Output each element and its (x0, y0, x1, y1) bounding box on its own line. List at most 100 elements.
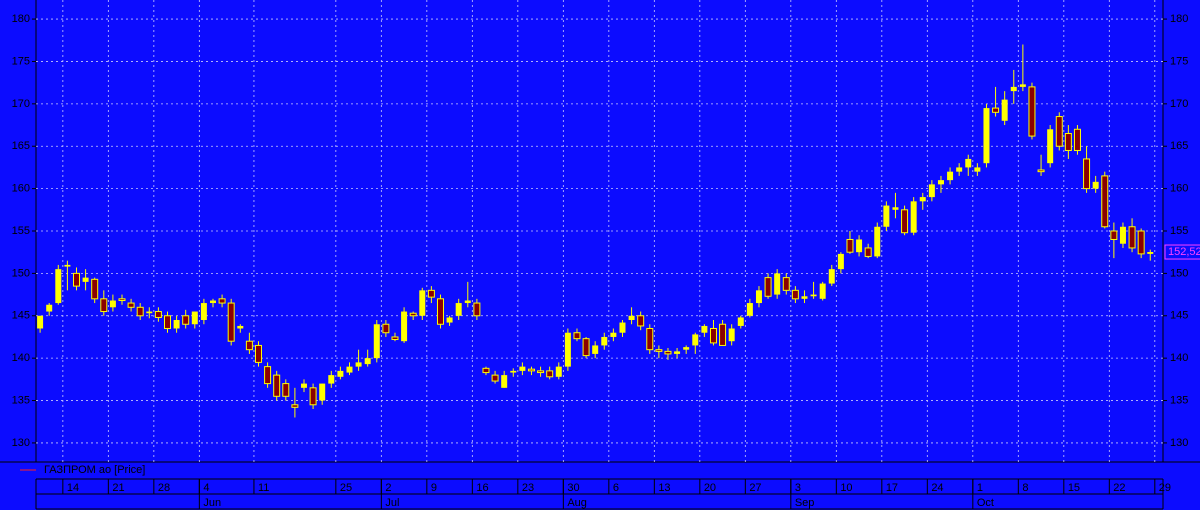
candle-body (300, 383, 307, 388)
y-tick-label: 165 (1170, 140, 1188, 152)
candle-body (1037, 169, 1045, 173)
candle-body (846, 238, 854, 253)
candle-body (527, 368, 535, 372)
candle-body (328, 375, 335, 384)
candle-body (655, 349, 663, 352)
candle-body (209, 300, 216, 304)
x-tick-label: 11 (258, 482, 269, 494)
x-tick-label: 8 (1022, 482, 1028, 494)
x-tick-label: 23 (522, 482, 534, 494)
candle-body (628, 315, 635, 321)
candle-body (1083, 158, 1091, 190)
candle-body (646, 327, 654, 351)
candle-body (1055, 116, 1063, 147)
candle-body (364, 358, 371, 365)
candle-body (346, 366, 353, 373)
candle-body (436, 298, 444, 325)
x-tick-label: 28 (158, 482, 170, 494)
x-tick-label: 24 (931, 482, 943, 494)
candle-body (491, 374, 499, 382)
candle-body (892, 207, 899, 210)
y-tick-label: 170 (1170, 98, 1188, 110)
candle-body (983, 108, 990, 164)
candle-body (409, 312, 417, 317)
x-tick-label: 17 (886, 482, 898, 494)
x-tick-label: 30 (567, 482, 579, 494)
y-tick-label: 135 (1170, 394, 1188, 406)
candle-body (1073, 128, 1081, 151)
candle-body (537, 370, 545, 374)
candle-body (619, 322, 626, 333)
candle-body (519, 366, 526, 371)
x-tick-label: 27 (749, 482, 761, 494)
x-tick-label: 16 (476, 482, 488, 494)
candle-body (664, 350, 672, 355)
candle-body (856, 239, 863, 253)
candle-body (992, 107, 1000, 113)
candle-body (1001, 99, 1008, 121)
candle-body (464, 300, 471, 304)
candle-body (692, 334, 699, 346)
x-tick-label: 10 (840, 482, 852, 494)
candle-body (127, 302, 135, 308)
candle-body (91, 278, 99, 300)
candle-body (237, 325, 244, 329)
candle-body (782, 277, 790, 291)
candle-body (746, 303, 753, 316)
x-tick-label: 1 (977, 482, 983, 494)
candle-body (592, 345, 599, 354)
candle-body (1128, 226, 1136, 249)
candle-body (1119, 226, 1126, 244)
candle-body (974, 167, 981, 172)
candle-body (355, 362, 362, 367)
candle-body (182, 315, 190, 325)
y-tick-label: 170 (12, 98, 30, 110)
candle-body (883, 205, 890, 227)
x-tick-label: 21 (112, 482, 124, 494)
month-label: Sep (795, 497, 815, 509)
candle-body (1147, 252, 1154, 254)
candle-body (683, 347, 690, 350)
x-tick-label: 3 (795, 482, 801, 494)
y-tick-label: 160 (1170, 183, 1188, 195)
y-tick-label: 165 (12, 140, 30, 152)
candle-body (828, 269, 835, 284)
candle-body (764, 277, 772, 297)
candle-body (965, 158, 972, 168)
candle-body (373, 324, 380, 359)
candle-body (564, 332, 571, 367)
candle-body (482, 367, 490, 374)
candle-body (737, 317, 744, 326)
x-tick-label: 20 (704, 482, 716, 494)
candle-body (319, 383, 326, 401)
candle-body (245, 340, 253, 351)
legend-label: ГАЗПРОМ ао [Price] (44, 464, 145, 476)
candle-body (928, 184, 935, 198)
candle-body (1092, 181, 1099, 189)
candle-body (309, 387, 317, 406)
month-label: Jul (385, 497, 399, 509)
x-tick-label: 9 (431, 482, 437, 494)
y-tick-label: 140 (1170, 352, 1188, 364)
candle-body (582, 338, 590, 357)
candle-body (163, 315, 171, 329)
x-tick-label: 29 (1159, 482, 1171, 494)
candle-body (837, 253, 844, 270)
x-tick-label: 22 (1113, 482, 1125, 494)
candle-body (264, 366, 272, 385)
x-tick-label: 2 (385, 482, 391, 494)
candle-body (254, 344, 262, 363)
candle-body (1064, 133, 1072, 151)
candle-body (728, 328, 735, 342)
candle-body (200, 303, 207, 321)
candle-body (455, 303, 462, 316)
x-tick-label: 14 (67, 482, 79, 494)
y-tick-label: 155 (12, 225, 30, 237)
candle-body (291, 404, 299, 408)
candle-body (473, 302, 481, 317)
candle-body (154, 311, 162, 318)
candle-body (1110, 230, 1118, 240)
y-tick-label: 130 (12, 437, 30, 449)
